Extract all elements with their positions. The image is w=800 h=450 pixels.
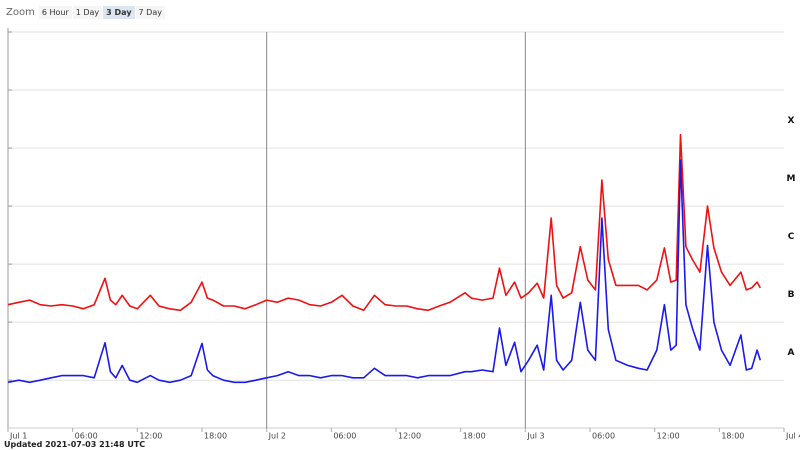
x-tick-label: Jul 2	[268, 432, 286, 441]
zoom-label: Zoom	[6, 6, 35, 18]
x-tick-label: 18:00	[721, 432, 744, 441]
x-tick-label: 12:00	[139, 432, 162, 441]
x-tick-label: Jul 1	[9, 432, 27, 441]
class-label: C	[788, 232, 795, 242]
class-label: M	[787, 174, 796, 184]
zoom-button[interactable]: 6 Hour	[38, 5, 72, 19]
updated-note: Updated 2021-07-03 21:48 UTC	[4, 440, 146, 449]
x-tick-label: Jul 4	[785, 432, 800, 441]
x-tick-label: 12:00	[398, 432, 421, 441]
x-tick-label: 12:00	[657, 432, 680, 441]
x-tick-label: Jul 3	[526, 432, 544, 441]
zoom-button[interactable]: 7 Day	[135, 5, 165, 19]
flux-line	[7, 133, 762, 312]
zoom-bar: Zoom 6 Hour 1 Day 3 Day 7 Day	[6, 4, 166, 20]
x-tick-label: 06:00	[75, 432, 98, 441]
zoom-button[interactable]: 1 Day	[72, 5, 103, 19]
x-tick-label: 06:00	[592, 432, 615, 441]
zoom-button[interactable]: 3 Day	[103, 5, 135, 19]
class-label: X	[788, 116, 795, 126]
x-tick-label: 18:00	[463, 432, 486, 441]
x-tick-label: 06:00	[333, 432, 356, 441]
x-tick-label: 18:00	[204, 432, 227, 441]
class-label: A	[788, 348, 795, 358]
class-label: B	[788, 290, 795, 300]
flux-line	[7, 159, 762, 384]
